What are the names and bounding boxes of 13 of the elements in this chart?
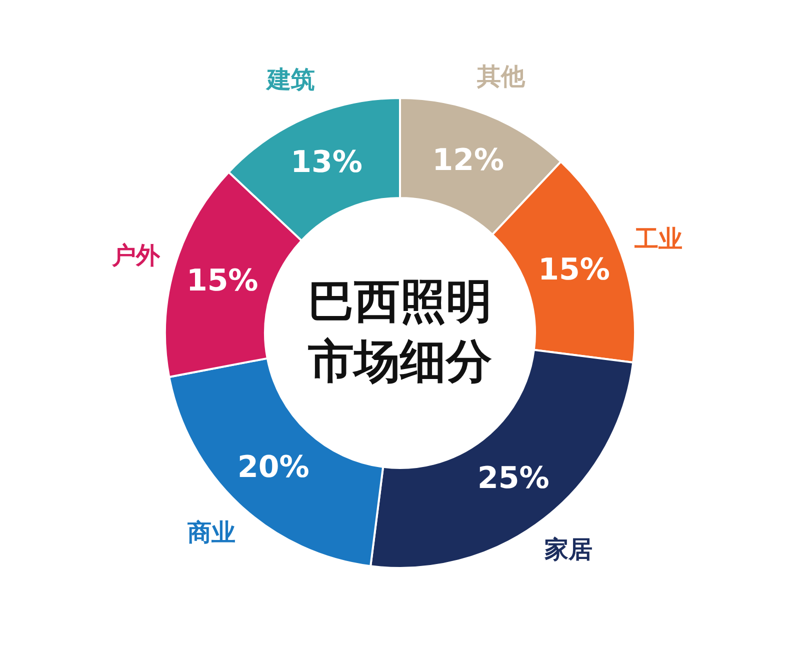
text: 巴西照明市场细分 [308,274,492,388]
slice-label: 建筑 [264,66,315,94]
data-label: 25% [477,461,550,496]
data-label: 15% [538,252,610,288]
data-label: 20% [237,450,310,485]
slice-label: 户外 [110,241,161,270]
slice-label: 工业 [634,224,683,253]
data-label: 13% [290,145,362,180]
data-label: 15% [186,263,258,298]
slice-label: 商业 [186,518,236,546]
data-label: 12% [432,142,504,178]
slice-label: 家居 [544,535,593,564]
slice-label: 其他 [476,62,526,90]
